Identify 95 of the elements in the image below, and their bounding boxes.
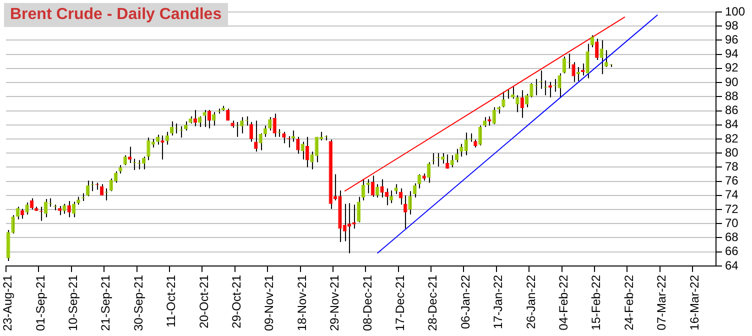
candlestick <box>510 86 515 100</box>
candlestick <box>426 162 431 184</box>
candlestick <box>67 200 71 218</box>
candlestick <box>198 116 202 128</box>
candlestick <box>16 206 20 220</box>
x-tick-label: 17-Dec-21 <box>393 274 408 331</box>
candlestick <box>464 132 468 156</box>
candlestick <box>128 146 132 164</box>
x-tick-label: 21-Sep-21 <box>98 274 113 332</box>
candlestick <box>440 152 445 164</box>
candlestick <box>296 136 300 154</box>
candlestick <box>478 125 482 146</box>
candlestick <box>44 198 48 218</box>
candlestick <box>408 190 412 215</box>
candlestick <box>482 116 487 128</box>
candlestick <box>347 202 352 254</box>
candlestick <box>58 206 62 216</box>
candlestick <box>300 141 304 160</box>
x-tick-label: 04-Feb-22 <box>556 274 570 330</box>
candlestick <box>366 178 370 194</box>
candlestick <box>384 188 388 206</box>
candlestick <box>170 120 174 136</box>
x-tick-label: 15-Feb-22 <box>589 274 604 330</box>
candlestick <box>268 116 272 132</box>
candlestick <box>240 116 244 134</box>
x-tick-label: 29-Oct-21 <box>230 274 244 328</box>
y-tick-label: 86 <box>724 103 739 118</box>
candlestick <box>412 182 417 198</box>
x-tick-label: 16-Mar-22 <box>687 274 702 330</box>
candlestick <box>11 214 15 234</box>
x-tick-label: 23-Aug-21 <box>0 274 15 332</box>
x-tick-label: 24-Feb-22 <box>622 274 636 330</box>
y-tick-label: 66 <box>724 244 739 258</box>
candlestick <box>492 106 496 125</box>
candlestick <box>394 184 398 195</box>
candlestick <box>356 196 360 223</box>
x-tick-label: 01-Sep-21 <box>33 274 48 332</box>
y-tick-label: 64 <box>724 258 739 272</box>
candlestick <box>202 110 206 128</box>
candlestick <box>450 154 454 168</box>
candlestick <box>390 190 394 204</box>
x-tick-label: 20-Oct-21 <box>196 274 211 328</box>
x-tick-label: 06-Jan-22 <box>458 274 472 330</box>
y-tick-label: 96 <box>724 32 739 47</box>
x-tick-label: 07-Mar-22 <box>654 274 669 330</box>
candlestick <box>156 134 160 146</box>
y-tick-label: 98 <box>724 18 739 32</box>
x-tick-label: 29-Nov-21 <box>328 274 342 331</box>
candlestick <box>254 120 258 152</box>
candlestick <box>376 184 380 198</box>
y-tick-label: 68 <box>724 230 739 244</box>
x-tick-label: 17-Jan-22 <box>491 274 506 330</box>
candlestick <box>404 194 408 230</box>
x-tick-label: 11-Oct-21 <box>164 274 178 328</box>
y-tick-label: 100 <box>724 4 746 18</box>
candlestick <box>305 136 310 168</box>
y-tick-label: 88 <box>724 88 739 103</box>
y-tick-label: 74 <box>724 188 739 202</box>
chart-title: Brent Crude - Daily Candles <box>4 3 228 27</box>
candlestick <box>520 90 524 118</box>
candlestick <box>72 201 76 218</box>
candlestick <box>25 202 29 215</box>
y-tick-label: 92 <box>724 60 739 75</box>
candlestick <box>502 91 506 108</box>
x-tick-label: 18-Nov-21 <box>294 274 309 331</box>
candlestick <box>123 154 127 166</box>
candlestick <box>516 94 520 113</box>
x-tick-label: 28-Dec-21 <box>426 274 440 331</box>
candlestick <box>572 62 576 82</box>
candlestick <box>488 116 492 126</box>
x-tick-label: 26-Jan-22 <box>524 274 538 330</box>
candlestick <box>460 143 464 158</box>
candlestick <box>193 110 197 127</box>
candlestick <box>146 137 150 161</box>
x-tick-label: 30-Sep-21 <box>131 274 146 332</box>
x-tick-label: 09-Nov-21 <box>262 274 276 331</box>
x-tick-label: 10-Sep-21 <box>66 274 80 332</box>
y-tick-label: 84 <box>724 117 739 132</box>
y-tick-label: 78 <box>724 160 739 174</box>
candlestick <box>362 178 366 201</box>
y-tick-label: 76 <box>724 174 739 188</box>
y-tick-label: 82 <box>724 131 739 146</box>
candlestick <box>562 56 566 74</box>
candlestick <box>595 38 599 60</box>
y-tick-label: 70 <box>724 216 739 230</box>
candlestick <box>272 113 276 138</box>
y-tick-label: 80 <box>724 145 739 160</box>
y-tick-label: 90 <box>724 74 739 89</box>
candlestick <box>86 180 90 197</box>
candlestick <box>352 204 356 230</box>
candlestick <box>20 208 24 220</box>
x-tick-label: 08-Dec-21 <box>360 274 374 331</box>
candlestick <box>558 72 562 98</box>
y-tick-label: 94 <box>724 46 739 61</box>
y-tick-label: 72 <box>724 202 739 216</box>
